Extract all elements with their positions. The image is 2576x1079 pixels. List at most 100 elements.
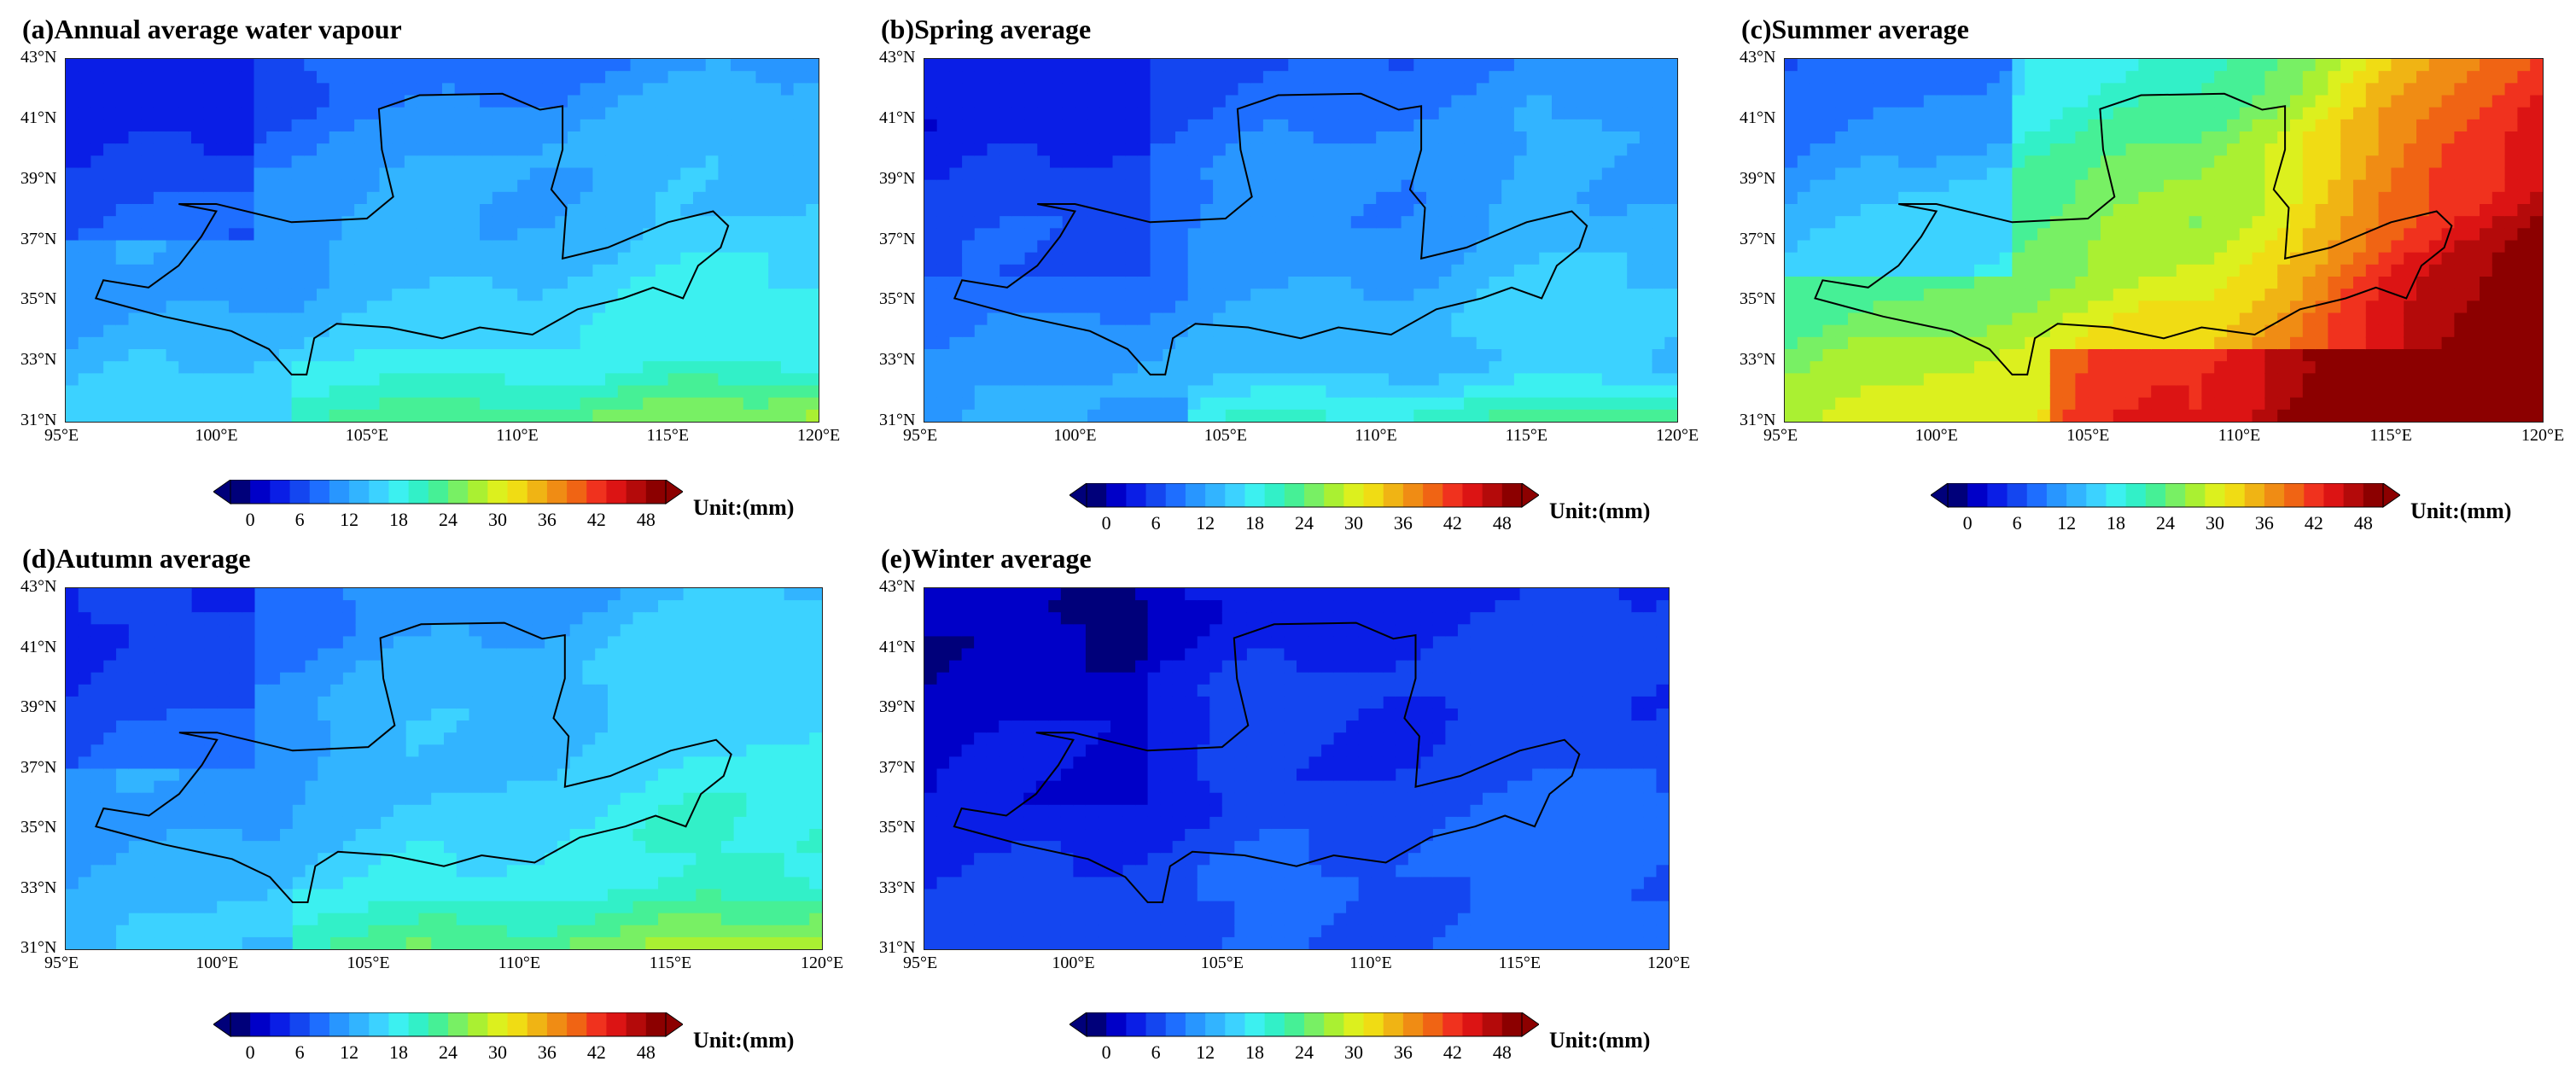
- field-cell: [216, 71, 230, 85]
- field-cell: [1225, 409, 1239, 422]
- colorbar-swatch: [1501, 483, 1523, 507]
- field-cell: [667, 191, 682, 205]
- field-cell: [442, 385, 456, 399]
- field-cell: [517, 228, 531, 242]
- field-cell: [2227, 409, 2241, 422]
- field-cell: [949, 83, 963, 96]
- field-cell: [467, 216, 481, 230]
- field-cell: [542, 361, 557, 375]
- field-cell: [1262, 155, 1277, 169]
- field-cell: [568, 312, 581, 326]
- field-cell: [806, 409, 819, 422]
- field-cell: [780, 71, 795, 85]
- field-cell: [2025, 179, 2038, 193]
- field-cell: [1501, 373, 1515, 387]
- field-cell: [504, 240, 518, 254]
- field-cell: [1885, 361, 1899, 375]
- field-cell: [103, 216, 117, 230]
- field-cell: [1413, 300, 1427, 314]
- field-cell: [1000, 179, 1013, 193]
- field-cell: [1062, 59, 1076, 72]
- field-cell: [1350, 143, 1365, 157]
- field-cell: [1501, 324, 1515, 338]
- field-cell: [1213, 179, 1227, 193]
- field-cell: [2188, 397, 2203, 411]
- field-cell: [317, 240, 330, 254]
- field-cell: [1639, 59, 1653, 72]
- field-cell: [266, 95, 280, 108]
- field-cell: [962, 312, 976, 326]
- field-cell: [1050, 300, 1064, 314]
- field-cell: [366, 204, 381, 217]
- field-cell: [1986, 71, 2001, 85]
- field-cell: [2277, 385, 2291, 399]
- field-cell: [1986, 397, 2001, 411]
- field-cell: [2101, 228, 2114, 242]
- field-cell: [1413, 119, 1427, 132]
- field-cell: [643, 409, 656, 422]
- field-cell: [103, 324, 117, 338]
- field-cell: [392, 385, 405, 399]
- field-cell: [2075, 119, 2089, 132]
- field-cell: [555, 385, 568, 399]
- field-cell: [1489, 240, 1502, 254]
- field-cell: [2214, 191, 2228, 205]
- field-cell: [1627, 191, 1641, 205]
- field-cell: [718, 107, 731, 120]
- colorbar-swatch: [1165, 483, 1186, 507]
- field-cell: [2049, 409, 2064, 422]
- x-tick-label: 110°E: [496, 426, 539, 445]
- field-cell: [617, 191, 632, 205]
- field-cell: [1961, 397, 1975, 411]
- field-cell: [278, 228, 293, 242]
- field-cell: [1426, 59, 1440, 72]
- field-cell: [1589, 95, 1603, 108]
- colorbar-b: 0 6 12 18 24 30 36 42 48 Unit:(mm): [1069, 482, 1650, 534]
- field-cell: [1250, 336, 1264, 350]
- field-a: [66, 59, 819, 422]
- field-cell: [2188, 204, 2203, 217]
- field-cell: [1797, 179, 1811, 193]
- field-cell: [2151, 336, 2165, 350]
- field-cell: [680, 361, 694, 375]
- field-cell: [254, 83, 267, 96]
- field-cell: [1413, 289, 1427, 302]
- field-cell: [203, 409, 218, 422]
- field-cell: [429, 289, 443, 302]
- field-cell: [1627, 204, 1641, 217]
- field-cell: [568, 361, 581, 375]
- field-cell: [806, 131, 819, 144]
- field-cell: [949, 59, 963, 72]
- field-cell: [1225, 240, 1239, 254]
- field-cell: [392, 228, 405, 242]
- field-cell: [115, 312, 130, 326]
- field-cell: [2302, 324, 2317, 338]
- y-tick-label: 33°N: [879, 350, 916, 370]
- field-cell: [962, 289, 976, 302]
- field-cell: [517, 191, 531, 205]
- field-cell: [1338, 240, 1352, 254]
- field-cell: [329, 385, 343, 399]
- field-cell: [1489, 373, 1502, 387]
- field-cell: [341, 277, 355, 289]
- field-cell: [1898, 155, 1912, 169]
- field-cell: [366, 324, 381, 338]
- field-cell: [1489, 264, 1502, 277]
- field-cell: [2025, 155, 2038, 169]
- field-cell: [1489, 204, 1502, 217]
- field-cell: [2113, 119, 2127, 132]
- field-cell: [1275, 204, 1290, 217]
- field-cell: [429, 385, 443, 399]
- field-cell: [66, 240, 79, 254]
- field-cell: [555, 264, 568, 277]
- field-cell: [291, 300, 306, 314]
- field-cell: [2088, 143, 2101, 157]
- field-cell: [2012, 107, 2025, 120]
- field-cell: [2037, 119, 2051, 132]
- field-cell: [1050, 167, 1064, 181]
- field-cell: [2012, 361, 2025, 375]
- field-cell: [2025, 289, 2038, 302]
- field-cell: [1614, 409, 1628, 422]
- field-cell: [329, 361, 343, 375]
- field-cell: [2264, 143, 2278, 157]
